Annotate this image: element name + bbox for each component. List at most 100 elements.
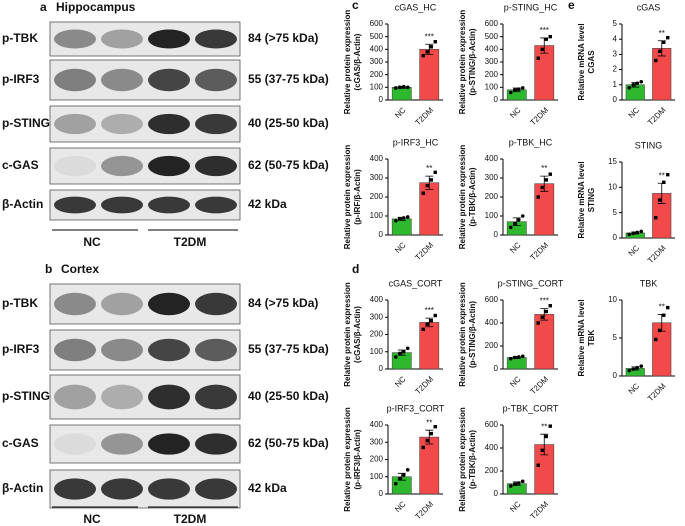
y-axis-label: (p-IRF3/β-Actin) bbox=[353, 429, 362, 489]
data-point bbox=[516, 87, 521, 92]
y-tick-label: 15 bbox=[608, 157, 617, 166]
data-point bbox=[548, 424, 552, 428]
y-axis-label: Relative protein expression bbox=[458, 282, 467, 387]
x-tick-label: NC bbox=[508, 374, 523, 389]
data-point bbox=[512, 482, 517, 487]
y-tick-label: 600 bbox=[485, 420, 499, 429]
y-tick-label: 200 bbox=[485, 70, 499, 79]
data-point bbox=[635, 230, 640, 235]
y-tick-label: 400 bbox=[485, 44, 499, 53]
data-point bbox=[433, 425, 437, 429]
y-tick-label: 100 bbox=[485, 211, 499, 220]
data-point bbox=[548, 304, 552, 308]
data-point bbox=[654, 337, 658, 342]
group-label: NC bbox=[83, 512, 101, 526]
data-point bbox=[393, 355, 398, 359]
y-tick-label: 100 bbox=[485, 82, 499, 91]
y-tick-label: 400 bbox=[370, 295, 384, 304]
data-point bbox=[639, 364, 644, 368]
x-tick-label: NC bbox=[393, 374, 408, 389]
data-point bbox=[536, 463, 540, 467]
data-point bbox=[635, 365, 640, 370]
y-tick-label: 200 bbox=[370, 455, 384, 464]
y-tick-label: 5 bbox=[613, 208, 618, 217]
data-point bbox=[548, 34, 552, 39]
y-tick-label: 100 bbox=[370, 472, 384, 481]
data-point bbox=[433, 40, 437, 44]
error-bar bbox=[425, 317, 434, 328]
x-tick-label: T2DM bbox=[528, 374, 550, 396]
x-tick-label: NC bbox=[627, 105, 642, 120]
y-tick-label: 200 bbox=[370, 192, 384, 201]
x-tick-label: T2DM bbox=[646, 381, 668, 403]
y-axis-label: Relative protein expression bbox=[458, 145, 467, 250]
data-point bbox=[520, 479, 525, 484]
y-tick-label: 0 bbox=[494, 230, 499, 239]
data-point bbox=[433, 170, 437, 174]
data-point bbox=[401, 473, 406, 477]
group-label: NC bbox=[83, 235, 101, 249]
band bbox=[101, 155, 143, 177]
band bbox=[54, 29, 96, 49]
data-point bbox=[662, 180, 666, 184]
y-tick-label: 300 bbox=[485, 173, 499, 182]
data-point bbox=[393, 481, 398, 486]
panel-letter: b bbox=[45, 262, 52, 276]
data-point bbox=[401, 349, 406, 354]
y-axis-label: Relative protein expression bbox=[458, 10, 467, 115]
panel-letter: d bbox=[352, 262, 359, 276]
y-tick-label: 5 bbox=[613, 333, 618, 342]
y-axis-label: Relative protein expression bbox=[343, 10, 352, 115]
y-tick-label: 600 bbox=[485, 295, 499, 304]
y-tick-label: 400 bbox=[370, 420, 384, 429]
x-tick-label: NC bbox=[627, 243, 642, 258]
data-point bbox=[405, 85, 410, 90]
data-point bbox=[666, 172, 670, 177]
band bbox=[148, 29, 190, 49]
data-point bbox=[536, 195, 540, 199]
y-tick-label: 10 bbox=[608, 295, 617, 304]
y-tick-label: 300 bbox=[370, 57, 384, 66]
y-axis-label: (cGAS/β-Actin) bbox=[353, 33, 362, 90]
data-point bbox=[425, 438, 429, 443]
data-point bbox=[421, 327, 425, 332]
size-label: 84 (>75 kDa) bbox=[248, 296, 318, 310]
blot-title: Cortex bbox=[61, 262, 99, 276]
row-label: p-TBK bbox=[2, 31, 38, 45]
data-point bbox=[544, 434, 548, 439]
data-point bbox=[508, 484, 513, 488]
y-tick-label: 0 bbox=[379, 489, 384, 498]
data-point bbox=[635, 81, 640, 86]
data-point bbox=[425, 50, 429, 54]
significance: ** bbox=[659, 303, 665, 312]
data-point bbox=[401, 84, 406, 89]
y-tick-label: 0 bbox=[494, 95, 499, 104]
y-axis-label: Relative mRNA level bbox=[577, 161, 586, 238]
y-axis-label: (p-TBK/β-Actin) bbox=[468, 167, 477, 226]
band bbox=[195, 29, 237, 49]
band bbox=[148, 196, 190, 214]
y-axis-label: Relative protein expression bbox=[343, 145, 352, 250]
data-point bbox=[654, 216, 658, 220]
data-point bbox=[520, 214, 525, 218]
data-point bbox=[627, 232, 632, 237]
band bbox=[195, 113, 237, 135]
data-point bbox=[393, 218, 398, 223]
x-tick-label: NC bbox=[393, 499, 408, 514]
row-label: p-STING bbox=[2, 389, 50, 403]
band bbox=[54, 155, 96, 177]
error-bar bbox=[425, 429, 434, 445]
data-point bbox=[405, 346, 410, 351]
panel-letter: a bbox=[40, 0, 47, 14]
data-point bbox=[658, 49, 662, 54]
y-axis-label: CGAS bbox=[587, 50, 596, 74]
error-bar bbox=[540, 433, 549, 456]
size-label: 42 kDa bbox=[248, 197, 287, 211]
band bbox=[101, 478, 143, 500]
data-point bbox=[405, 468, 410, 472]
y-tick-label: 0 bbox=[494, 364, 499, 373]
y-tick-label: 200 bbox=[485, 466, 499, 475]
significance: *** bbox=[540, 26, 549, 35]
band bbox=[54, 68, 96, 92]
row-label: p-IRF3 bbox=[2, 72, 40, 86]
